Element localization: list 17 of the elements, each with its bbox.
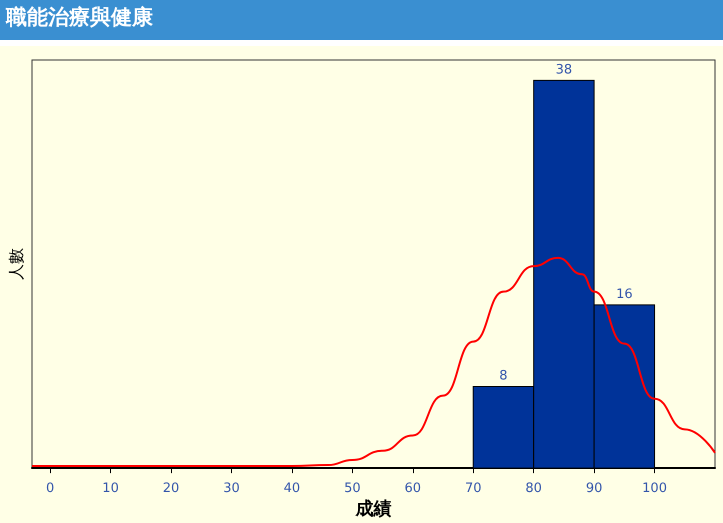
- x-tick-label: 80: [525, 481, 542, 496]
- x-tick-label: 70: [464, 481, 482, 496]
- x-axis-title: 成績: [354, 498, 392, 520]
- data-label: 16: [616, 286, 633, 302]
- y-axis-title: 人數: [6, 248, 26, 280]
- x-tick-label: 100: [642, 481, 667, 496]
- chart-title: 職能治療與健康: [0, 0, 723, 40]
- x-tick-label: 60: [404, 481, 422, 496]
- x-tick-label: 30: [223, 481, 240, 496]
- x-tick-label: 10: [102, 481, 119, 496]
- x-tick-label: 50: [344, 481, 361, 496]
- data-label: 38: [556, 62, 572, 78]
- data-label: 8: [499, 368, 508, 384]
- x-tick-label: 0: [46, 481, 54, 496]
- x-tick-label: 40: [284, 481, 300, 496]
- x-tick-label: 90: [586, 481, 602, 496]
- x-tick-label: 20: [162, 481, 180, 496]
